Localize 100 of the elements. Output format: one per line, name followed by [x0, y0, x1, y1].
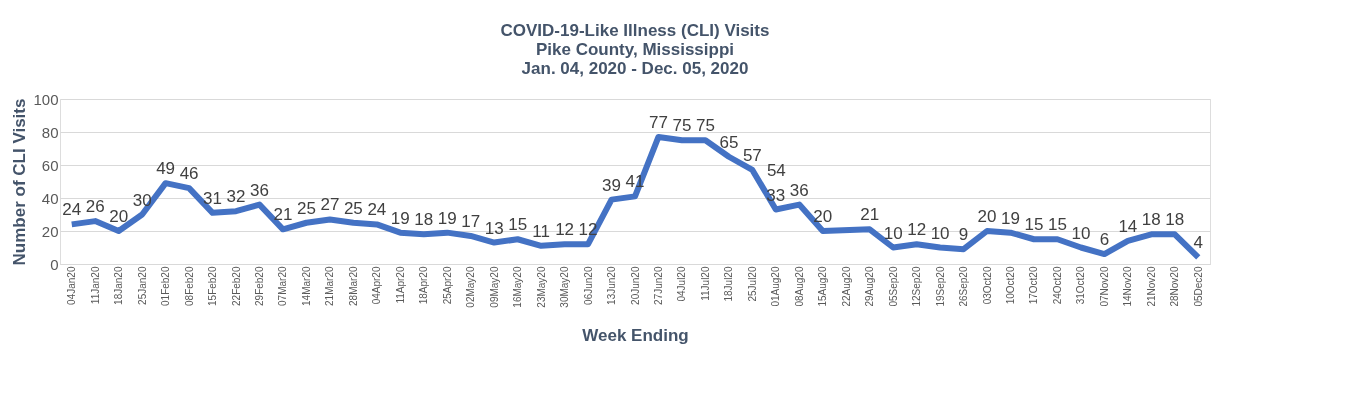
data-label: 39: [602, 175, 621, 195]
x-tick-label: 21Mar20: [324, 266, 336, 306]
data-label: 9: [958, 225, 969, 245]
data-label: 20: [977, 207, 997, 226]
x-tick-label: 02May20: [465, 266, 477, 308]
x-tick-label: 30May20: [559, 266, 571, 308]
x-tick-label: 04Jan20: [66, 266, 78, 305]
x-tick-label: 09May20: [488, 266, 500, 308]
x-tick-label: 11Jan20: [89, 266, 101, 305]
y-tick-label: 100: [33, 90, 59, 108]
x-tick-label: 26Sep20: [958, 266, 970, 307]
x-tick-label: 15Aug20: [817, 266, 829, 307]
data-label: 13: [484, 218, 504, 238]
x-tick-label: 01Aug20: [770, 266, 782, 307]
x-tick-label: 14Nov20: [1122, 266, 1134, 307]
x-tick-label: 25Jul20: [746, 266, 758, 302]
data-label: 20: [813, 207, 833, 226]
data-label: 6: [1099, 230, 1110, 250]
data-label: 10: [883, 223, 903, 243]
x-tick-label: 11Apr20: [394, 266, 406, 304]
x-tick-label: 08Feb20: [183, 266, 195, 306]
x-tick-label: 16May20: [512, 266, 524, 308]
x-tick-label: 04Apr20: [371, 266, 383, 305]
x-tick-label: 31Oct20: [1075, 266, 1087, 305]
data-label: 12: [907, 220, 927, 240]
data-label: 10: [1071, 223, 1091, 243]
x-tick-label: 07Mar20: [277, 266, 289, 306]
data-label: 26: [85, 197, 105, 217]
data-label: 36: [789, 180, 809, 200]
x-tick-label: 18Jan20: [113, 266, 125, 305]
x-tick-label: 15Feb20: [207, 266, 219, 306]
x-tick-label: 17Oct20: [1028, 266, 1040, 305]
data-label: 10: [930, 223, 950, 243]
data-label: 75: [672, 116, 692, 136]
y-tick-label: 20: [41, 222, 59, 240]
data-label: 12: [555, 220, 575, 240]
x-tick-label: 25Apr20: [441, 266, 453, 305]
data-label: 36: [250, 180, 269, 200]
data-label: 25: [296, 198, 316, 218]
data-label: 18: [414, 210, 434, 230]
x-tick-label: 05Sep20: [887, 266, 899, 307]
data-label: 24: [62, 200, 82, 220]
x-tick-label: 27Jun20: [652, 266, 664, 305]
data-label: 27: [320, 195, 340, 215]
data-label: 31: [203, 188, 223, 208]
data-label: 15: [508, 215, 528, 235]
data-label: 65: [719, 132, 739, 152]
x-tick-label: 19Sep20: [934, 266, 946, 307]
x-tick-label: 22Feb20: [230, 266, 242, 306]
x-tick-label: 06Jun20: [582, 266, 594, 305]
data-label: 15: [1047, 215, 1067, 235]
data-label: 20: [109, 207, 129, 226]
data-label: 21: [860, 205, 880, 225]
x-tick-label: 07Nov20: [1098, 266, 1110, 307]
data-label: 4: [1193, 233, 1203, 253]
x-tick-label: 04Jul20: [676, 266, 688, 302]
data-label: 18: [1165, 210, 1185, 230]
data-label: 14: [1118, 216, 1138, 236]
data-label: 19: [437, 208, 457, 228]
data-label: 15: [1024, 215, 1044, 235]
x-tick-label: 28Nov20: [1169, 266, 1181, 307]
data-label: 77: [649, 112, 668, 132]
y-tick-label: 0: [50, 255, 59, 273]
x-tick-label: 01Feb20: [160, 266, 172, 306]
x-tick-label: 08Aug20: [793, 266, 805, 307]
x-tick-label: 05Dec20: [1192, 266, 1204, 307]
x-tick-label: 20Jun20: [629, 266, 641, 305]
data-label: 17: [461, 211, 481, 231]
y-axis-title: Number of CLI Visits: [10, 98, 30, 266]
x-tick-label: 11Jul20: [699, 266, 711, 301]
data-label: 11: [532, 221, 550, 241]
data-label: 75: [695, 116, 715, 136]
data-label: 24: [367, 200, 387, 220]
data-label: 25: [343, 198, 363, 218]
x-tick-label: 03Oct20: [981, 266, 993, 305]
x-axis-title: Week Ending: [582, 325, 689, 345]
data-label: 30: [132, 190, 152, 210]
x-tick-label: 14Mar20: [300, 266, 312, 306]
data-label: 57: [742, 145, 762, 165]
data-label: 32: [226, 187, 246, 207]
x-tick-label: 18Apr20: [418, 266, 430, 305]
annotation: 54: [766, 160, 786, 180]
data-label: 46: [179, 164, 199, 184]
data-label: 19: [390, 208, 410, 228]
x-tick-label: 13Jun20: [606, 266, 618, 305]
x-tick-label: 29Aug20: [864, 266, 876, 307]
x-tick-label: 10Oct20: [1005, 266, 1017, 305]
x-tick-label: 25Jan20: [136, 266, 148, 305]
data-label: 18: [1141, 210, 1161, 230]
chart-title: COVID-19-Like Illness (CLI) Visits Pike County, Mississippi Jan. 04, 2020 - Dec. 05, 2020: [500, 21, 770, 78]
x-tick-label: 18Jul20: [723, 266, 735, 302]
data-label: 19: [1001, 208, 1020, 228]
x-tick-label: 21Nov20: [1145, 266, 1157, 307]
data-label: 21: [273, 205, 293, 225]
y-tick-label: 80: [41, 123, 59, 141]
x-tick-label: 22Aug20: [840, 266, 852, 307]
x-tick-label: 24Oct20: [1051, 266, 1063, 305]
x-tick-label: 23May20: [535, 266, 547, 308]
y-tick-label: 40: [41, 189, 59, 207]
x-tick-label: 28Mar20: [347, 266, 359, 306]
